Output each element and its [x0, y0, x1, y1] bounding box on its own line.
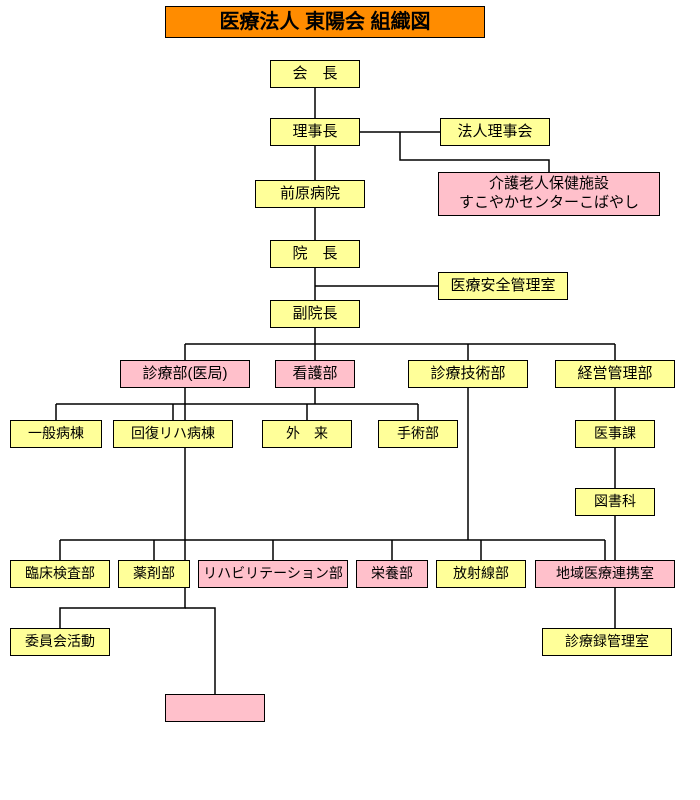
node-hosha: 放射線部: [436, 560, 526, 588]
node-chiiki: 地域医療連携室: [535, 560, 675, 588]
node-tosho: 図書科: [575, 488, 655, 516]
node-shinroku: 診療録管理室: [542, 628, 672, 656]
node-reha: リハビリテーション部: [198, 560, 348, 588]
node-eiyo: 栄養部: [356, 560, 428, 588]
node-shinryo: 診療部(医局): [120, 360, 250, 388]
node-title: 医療法人 東陽会 組織図: [165, 6, 485, 38]
node-kango: 看護部: [275, 360, 355, 388]
node-rijicho: 理事長: [270, 118, 360, 146]
node-iinkai: 委員会活動: [10, 628, 110, 656]
node-kaifuku: 回復リハ病棟: [113, 420, 233, 448]
node-iji: 医事課: [575, 420, 655, 448]
node-rinsho: 臨床検査部: [10, 560, 110, 588]
node-keiei: 経営管理部: [555, 360, 675, 388]
org-chart-canvas: 医療法人 東陽会 組織図会 長理事長 法人理事会前原病院 介護老人保健施設すこやかセ…: [0, 0, 700, 800]
node-kaigo: 介護老人保健施設すこやかセンターこばやし: [438, 172, 660, 216]
node-gijutsu: 診療技術部: [408, 360, 528, 388]
node-rijikai: 法人理事会: [440, 118, 550, 146]
node-ippan: 一般病棟: [10, 420, 102, 448]
node-gairai: 外 来: [262, 420, 352, 448]
node-blank: [165, 694, 265, 722]
node-kaicho: 会 長: [270, 60, 360, 88]
node-yakuzai: 薬剤部: [118, 560, 190, 588]
node-anzen: 医療安全管理室: [438, 272, 568, 300]
node-incho: 院 長: [270, 240, 360, 268]
node-fukuincho: 副院長: [270, 300, 360, 328]
node-maehara: 前原病院: [255, 180, 365, 208]
node-shujutsu: 手術部: [378, 420, 458, 448]
